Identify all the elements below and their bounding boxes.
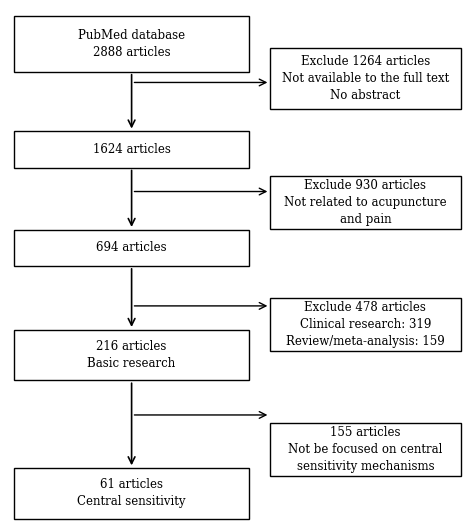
Text: 61 articles
Central sensitivity: 61 articles Central sensitivity — [78, 478, 186, 509]
FancyBboxPatch shape — [14, 16, 249, 72]
Text: 216 articles
Basic research: 216 articles Basic research — [87, 340, 176, 370]
FancyBboxPatch shape — [270, 298, 461, 351]
Text: 694 articles: 694 articles — [96, 242, 167, 254]
FancyBboxPatch shape — [14, 468, 249, 519]
Text: PubMed database
2888 articles: PubMed database 2888 articles — [78, 29, 185, 59]
Text: 155 articles
Not be focused on central
sensitivity mechanisms: 155 articles Not be focused on central s… — [288, 426, 443, 473]
FancyBboxPatch shape — [14, 230, 249, 266]
Text: Exclude 1264 articles
Not available to the full text
No abstract: Exclude 1264 articles Not available to t… — [282, 55, 449, 102]
FancyBboxPatch shape — [270, 423, 461, 476]
Text: Exclude 478 articles
Clinical research: 319
Review/meta-analysis: 159: Exclude 478 articles Clinical research: … — [286, 301, 445, 348]
FancyBboxPatch shape — [14, 131, 249, 168]
FancyBboxPatch shape — [270, 176, 461, 229]
FancyBboxPatch shape — [14, 330, 249, 380]
FancyBboxPatch shape — [270, 48, 461, 109]
Text: 1624 articles: 1624 articles — [93, 143, 171, 156]
Text: Exclude 930 articles
Not related to acupuncture
and pain: Exclude 930 articles Not related to acup… — [284, 179, 447, 226]
